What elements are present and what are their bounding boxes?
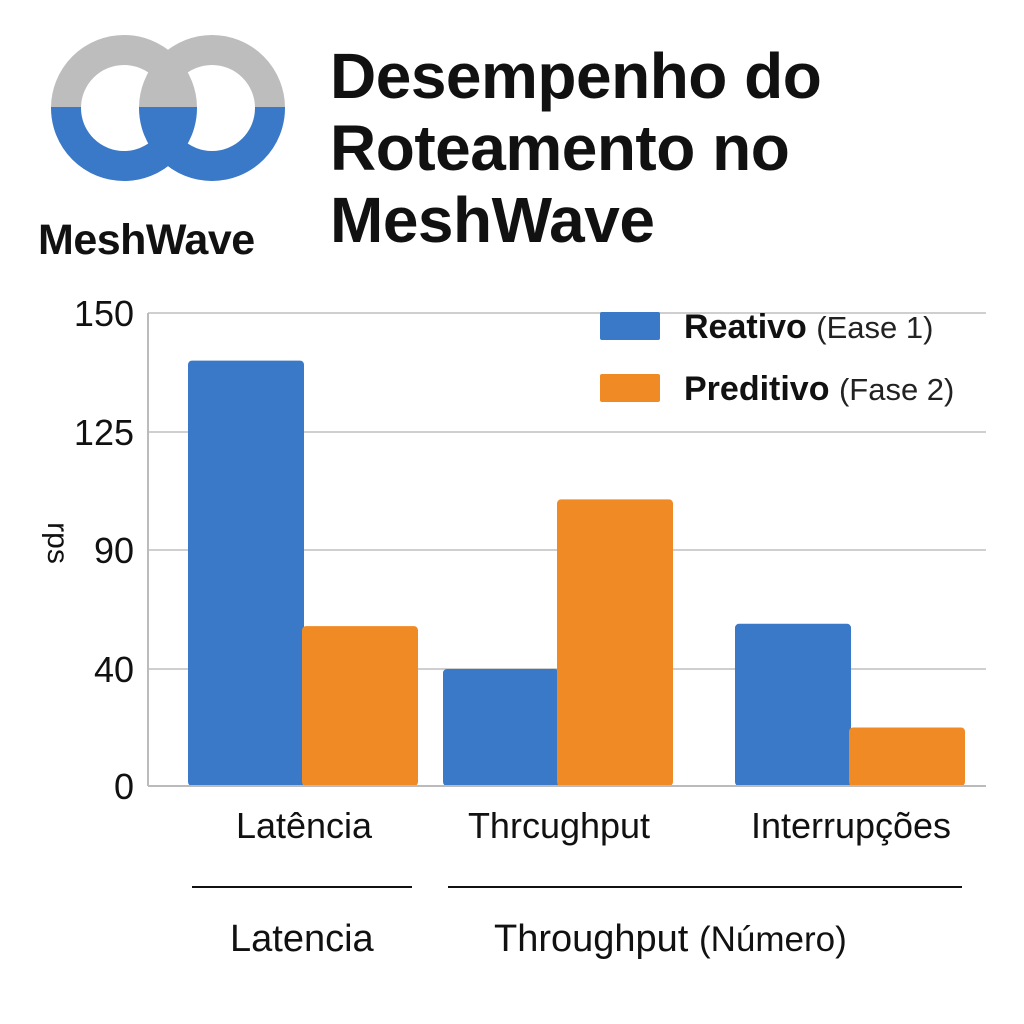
bottom-rule-left xyxy=(192,886,412,888)
legend-label-reativo: Reativo (Ease 1) xyxy=(684,308,933,347)
x-tick-label-1: Thrcughput xyxy=(468,805,650,846)
bar-reativo-0 xyxy=(188,360,304,786)
logo-wordmark: MeshWave xyxy=(38,216,255,264)
y-tick-label-90: 90 xyxy=(94,530,134,571)
meshwave-logo: MeshWave xyxy=(30,28,300,264)
y-tick-label-150: 150 xyxy=(74,293,134,334)
bar-preditivo-1 xyxy=(557,499,673,786)
x-tick-label-0: Latência xyxy=(236,805,373,846)
legend-label-preditivo: Preditivo (Fase 2) xyxy=(684,370,954,409)
bottom-label-left: Latencia xyxy=(230,918,374,960)
bar-reativo-2 xyxy=(735,623,851,786)
y-tick-label-0: 0 xyxy=(114,766,134,807)
bar-preditivo-0 xyxy=(302,626,418,786)
y-axis-label: rps xyxy=(41,522,74,564)
legend-phase-preditivo: (Fase 2) xyxy=(838,372,955,407)
bar-reativo-1 xyxy=(443,669,559,786)
legend-swatch-reativo xyxy=(600,312,660,340)
x-tick-label-2: Interrupções xyxy=(751,805,951,846)
legend-swatch-preditivo xyxy=(600,374,660,402)
bottom-label-right: Throughput (Número) xyxy=(494,918,847,961)
legend-phase-reativo: (Ease 1) xyxy=(816,310,934,345)
rings-logo-icon xyxy=(51,35,285,181)
title-line-3: MeshWave xyxy=(330,184,655,256)
bottom-rule-right xyxy=(448,886,962,888)
bar-preditivo-2 xyxy=(849,727,965,786)
legend-name-preditivo: Preditivo xyxy=(684,370,830,408)
bottom-label-right-sub: (Número) xyxy=(698,920,847,959)
page-title: Desempenho do Roteamento no MeshWave xyxy=(330,40,1010,256)
legend-name-reativo: Reativo xyxy=(684,308,807,346)
title-line-2: Roteamento no xyxy=(330,112,790,184)
y-tick-label-125: 125 xyxy=(74,412,134,453)
bottom-label-right-main: Throughput xyxy=(494,918,689,960)
y-tick-label-40: 40 xyxy=(94,649,134,690)
title-line-1: Desempenho do xyxy=(330,40,822,112)
